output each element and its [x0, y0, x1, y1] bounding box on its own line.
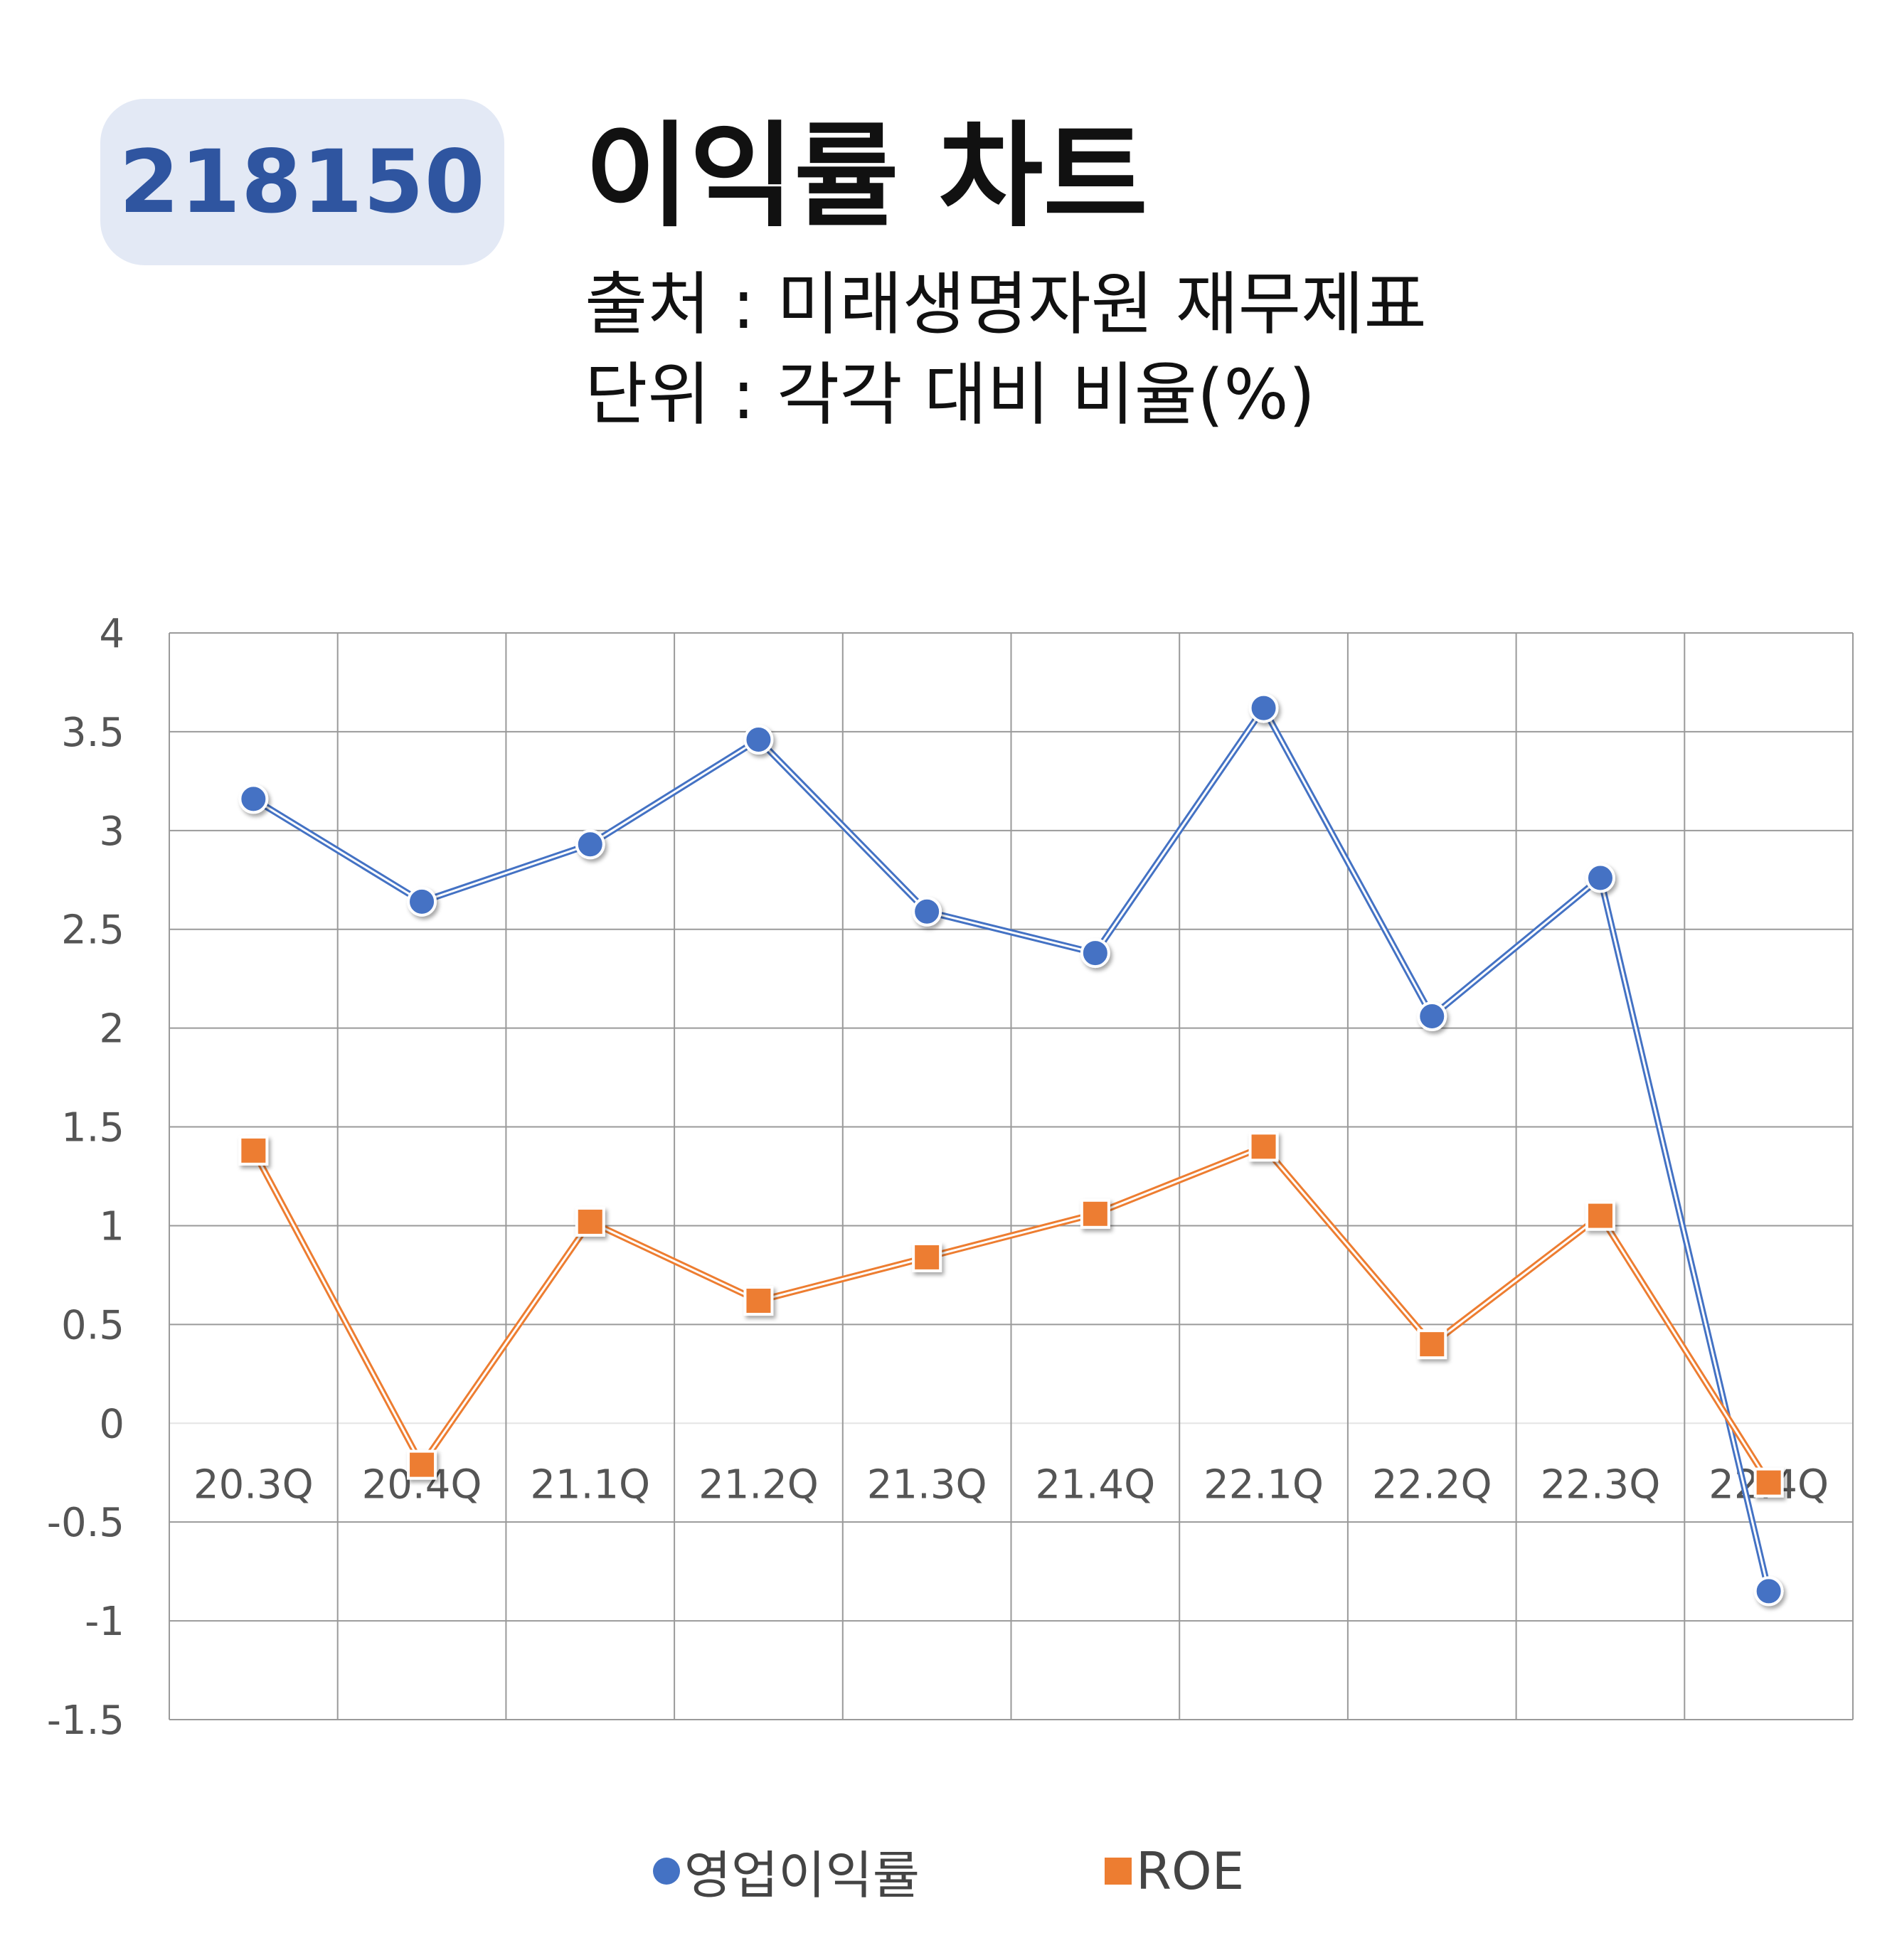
legend-label: ROE — [1136, 1841, 1245, 1901]
series-line — [253, 1145, 1770, 1484]
y-tick-label: 1 — [99, 1203, 124, 1250]
data-point-marker — [743, 1286, 774, 1316]
y-tick-label: -1 — [85, 1599, 124, 1645]
x-tick-label: 22.3Q — [1541, 1461, 1661, 1508]
y-tick-label: 2.5 — [61, 907, 124, 954]
data-point-marker — [407, 886, 437, 917]
x-axis: 20.3Q 20.4Q 21.1Q 21.2Q 21.3Q 21.4Q 22.1Q 22.2Q… — [193, 1461, 1829, 1508]
data-point-marker — [407, 1449, 437, 1480]
data-point-marker — [1417, 1001, 1447, 1031]
square-marker-icon — [1105, 1857, 1132, 1885]
x-tick-label: 21.4Q — [1035, 1461, 1155, 1508]
chart-grid — [169, 632, 1854, 1720]
data-point-marker — [743, 725, 774, 755]
y-tick-label: 2 — [99, 1006, 124, 1053]
data-point-marker — [575, 829, 605, 860]
legend-label: 영업이익률 — [684, 1846, 920, 1905]
x-tick-label: 21.3Q — [867, 1461, 987, 1508]
y-tick-label: -1.5 — [47, 1698, 124, 1744]
data-point-marker — [1753, 1576, 1784, 1607]
data-point-marker — [1080, 1198, 1110, 1229]
data-point-marker — [1248, 693, 1279, 723]
x-tick-label: 22.1Q — [1203, 1461, 1324, 1508]
unit-text: 단위 : 각각 대비 비율(%) — [585, 355, 1316, 435]
data-point-marker — [1248, 1131, 1279, 1162]
y-tick-label: 1.5 — [61, 1105, 124, 1151]
y-tick-label: 3.5 — [61, 710, 124, 756]
y-tick-label: -0.5 — [47, 1500, 124, 1546]
legend-item-roe: ROE — [1105, 1833, 1244, 1908]
y-tick-label: 3 — [99, 809, 124, 855]
legend-item-operating-margin: 영업이익률 — [652, 1833, 920, 1908]
data-point-marker — [575, 1206, 605, 1237]
x-tick-label: 21.1Q — [530, 1461, 650, 1508]
data-point-marker — [912, 1242, 942, 1272]
data-point-marker — [1585, 1200, 1615, 1231]
chart-title: 이익률 차트 — [585, 110, 1148, 243]
data-point-marker — [912, 896, 942, 927]
data-point-marker — [238, 1135, 269, 1166]
y-tick-label: 0.5 — [61, 1302, 124, 1348]
x-tick-label: 20.3Q — [193, 1461, 314, 1508]
data-point-marker — [1585, 863, 1615, 893]
chart-legend: 영업이익률 ROE — [0, 1833, 1897, 1908]
source-text: 출처 : 미래생명자원 재무제표 — [585, 265, 1427, 344]
y-tick-label: 0 — [99, 1401, 124, 1447]
data-point-marker — [1080, 938, 1110, 969]
series-line — [253, 707, 1770, 1592]
data-point-marker — [1753, 1467, 1784, 1498]
x-tick-label: 21.2Q — [698, 1461, 819, 1508]
circle-marker-icon — [652, 1857, 680, 1885]
y-tick-label: 4 — [99, 611, 124, 657]
data-point-marker — [238, 784, 269, 814]
x-tick-label: 22.2Q — [1372, 1461, 1492, 1508]
stock-code-badge: 218150 — [100, 99, 504, 265]
y-axis: 4 3.5 3 2.5 2 1.5 1 0.5 0 -0.5 -1 -1.5 — [47, 611, 124, 1744]
chart-series — [238, 693, 1784, 1607]
data-point-marker — [1417, 1329, 1447, 1360]
stock-code: 218150 — [119, 132, 486, 233]
